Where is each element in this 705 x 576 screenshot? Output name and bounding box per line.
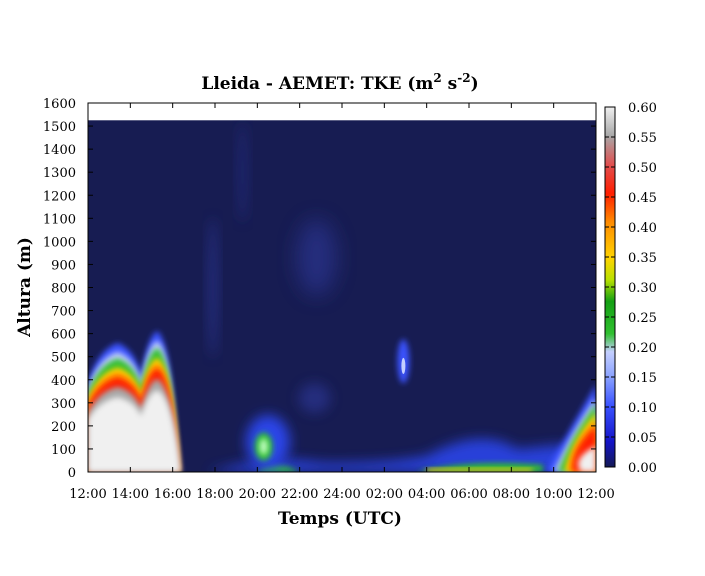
evening-patch-core xyxy=(259,438,268,455)
y-tick-label: 1000 xyxy=(43,235,76,250)
x-tick-label: 14:00 xyxy=(112,487,149,502)
x-tick-label: 22:00 xyxy=(281,487,318,502)
colorbar-tick-label: 0.30 xyxy=(628,281,657,296)
x-tick-label: 18:00 xyxy=(196,487,233,502)
chart-title: Lleida - AEMET: TKE (m2 s-2) xyxy=(201,71,478,94)
colorbar-tick-label: 0.25 xyxy=(628,311,657,326)
y-tick-label: 800 xyxy=(51,282,76,297)
x-tick-label: 12:00 xyxy=(69,487,106,502)
colorbar-tick-label: 0.50 xyxy=(628,161,657,176)
surface-layer-yellow xyxy=(426,468,533,472)
y-tick-label: 700 xyxy=(51,305,76,320)
x-tick-label: 10:00 xyxy=(535,487,572,502)
colorbar-tick-label: 0.35 xyxy=(628,251,657,266)
x-tick-label: 04:00 xyxy=(408,487,445,502)
colorbar-ticks: 0.00 0.05 0.10 0.15 0.20 0.25 0.30 0.35 0.40 0.45… xyxy=(605,101,657,476)
colorbar-tick-label: 0.60 xyxy=(628,101,657,116)
x-tick-label: 16:00 xyxy=(154,487,191,502)
diffuse-patch xyxy=(298,383,331,414)
y-tick-label: 1500 xyxy=(43,120,76,135)
chart-title-sup2: -2 xyxy=(457,71,470,85)
colorbar-tick-label: 0.00 xyxy=(628,461,657,476)
late-blob-core xyxy=(401,357,406,374)
diffuse-patch xyxy=(237,122,248,223)
y-tick-label: 1600 xyxy=(43,97,76,112)
y-tick-label: 300 xyxy=(51,397,76,412)
colorbar-tick-label: 0.05 xyxy=(628,431,657,446)
colorbar-tick-label: 0.15 xyxy=(628,371,657,386)
chart-title-end: ) xyxy=(471,74,479,94)
y-axis: 0 100 200 300 400 500 600 700 800 900 1000 1100 1200… xyxy=(43,97,596,481)
chart-title-sup1: 2 xyxy=(433,71,441,85)
chart-title-mid: s xyxy=(442,74,458,94)
x-tick-label: 12:00 xyxy=(577,487,614,502)
x-axis-title: Temps (UTC) xyxy=(278,509,402,529)
diffuse-patch xyxy=(296,219,337,296)
y-axis-title: Altura (m) xyxy=(15,237,35,338)
y-tick-label: 400 xyxy=(51,374,76,389)
y-tick-label: 900 xyxy=(51,258,76,273)
x-tick-label: 20:00 xyxy=(239,487,276,502)
x-axis: 12:00 14:00 16:00 18:00 20:00 22:00 24:00 02:00… xyxy=(69,103,615,502)
bl-white xyxy=(88,390,181,472)
colorbar-tick-label: 0.40 xyxy=(628,221,657,236)
colorbar-tick-label: 0.45 xyxy=(628,191,657,206)
y-tick-label: 1300 xyxy=(43,166,76,181)
morning-white xyxy=(578,445,596,472)
y-tick-label: 1100 xyxy=(43,212,76,227)
colorbar-tick-label: 0.20 xyxy=(628,341,657,356)
heatmap-layer xyxy=(88,120,596,472)
x-tick-label: 02:00 xyxy=(366,487,403,502)
x-tick-label: 06:00 xyxy=(450,487,487,502)
diffuse-patch xyxy=(207,217,218,358)
colorbar-tick-label: 0.55 xyxy=(628,131,657,146)
y-tick-label: 200 xyxy=(51,420,76,435)
y-tick-label: 100 xyxy=(51,443,76,458)
y-tick-label: 500 xyxy=(51,351,76,366)
y-tick-label: 1400 xyxy=(43,143,76,158)
y-tick-label: 0 xyxy=(68,466,76,481)
colorbar-tick-label: 0.10 xyxy=(628,401,657,416)
x-tick-label: 08:00 xyxy=(493,487,530,502)
y-tick-label: 1200 xyxy=(43,189,76,204)
chart-title-main: Lleida - AEMET: TKE (m xyxy=(201,74,433,94)
y-tick-label: 600 xyxy=(51,328,76,343)
x-tick-label: 24:00 xyxy=(323,487,360,502)
